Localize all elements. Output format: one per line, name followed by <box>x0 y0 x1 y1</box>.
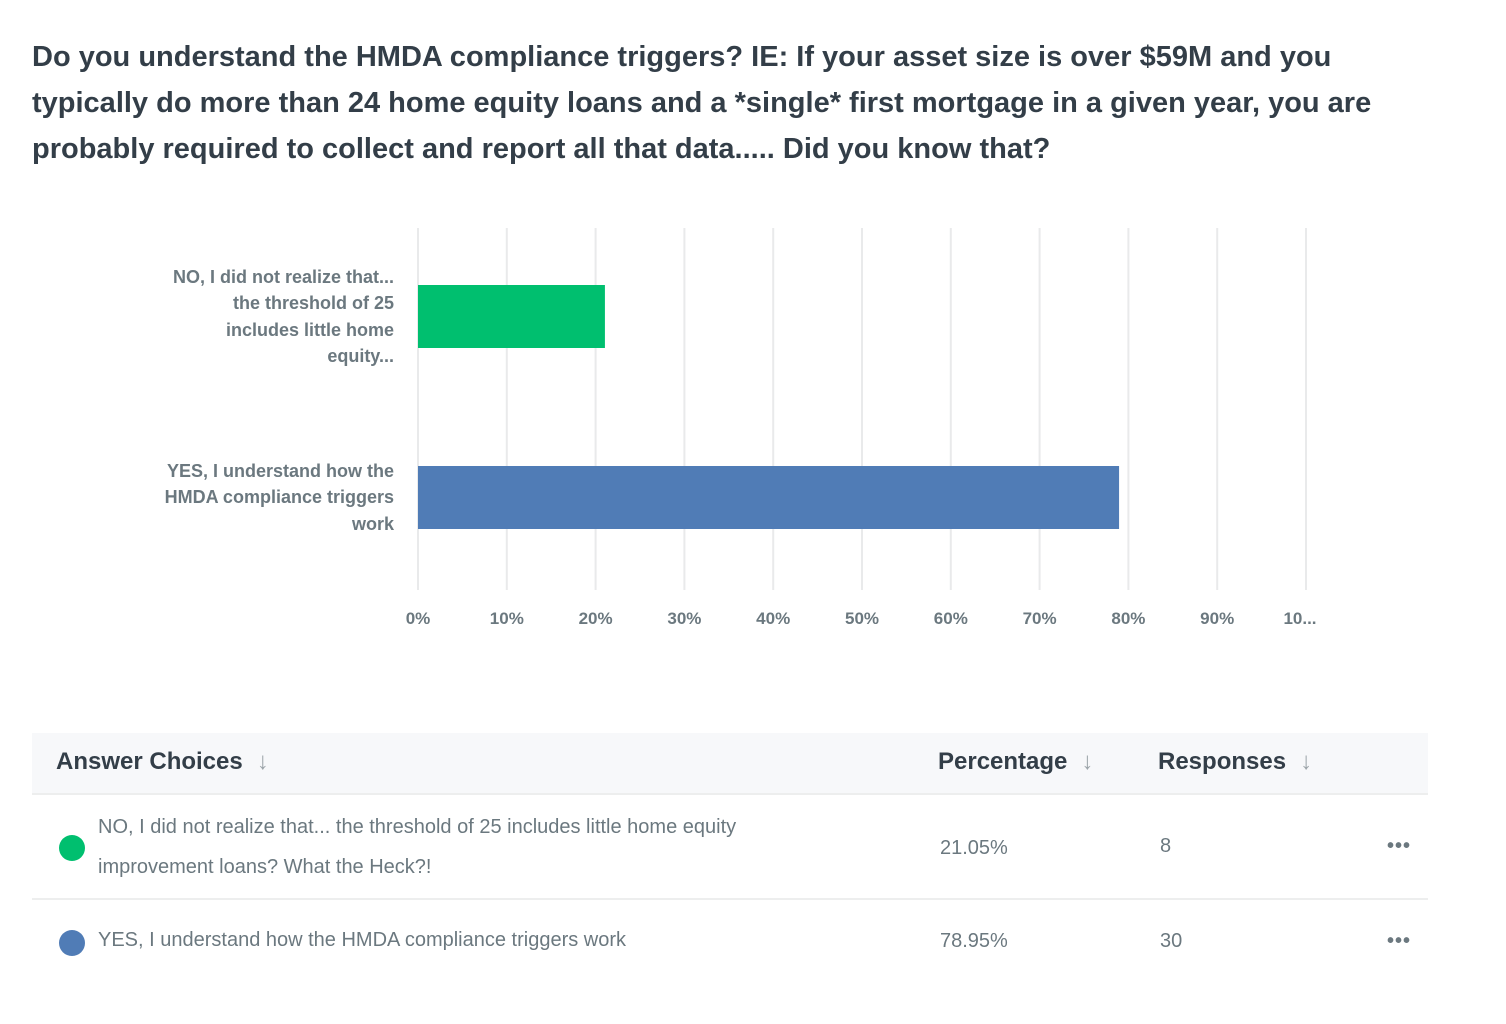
header-label: Responses <box>1158 748 1287 775</box>
answer-table: Answer Choices ↓ Percentage ↓ Responses ↓ N… <box>32 733 1428 988</box>
sort-arrow-icon[interactable]: ↓ <box>1300 748 1313 775</box>
bar-0[interactable] <box>418 285 605 348</box>
x-tick-label: 30% <box>667 609 701 628</box>
category-label-line: HMDA compliance triggers <box>164 487 394 508</box>
green-dot-icon <box>59 835 85 861</box>
x-tick-label: 10% <box>490 609 524 628</box>
sort-arrow-icon[interactable]: ↓ <box>1081 748 1094 775</box>
blue-dot-icon <box>59 930 85 956</box>
header-label: Percentage <box>938 748 1068 775</box>
more-options-icon[interactable]: ••• <box>1387 930 1412 952</box>
question-title: Do you understand the HMDA compliance tr… <box>32 41 1372 165</box>
responses-value: 8 <box>1160 835 1172 857</box>
x-tick-label: 20% <box>579 609 613 628</box>
header-label: Answer Choices <box>56 748 243 775</box>
header-percentage[interactable]: Percentage ↓ <box>938 748 1093 776</box>
x-tick-label: 0% <box>406 609 431 628</box>
header-responses[interactable]: Responses ↓ <box>1158 748 1312 776</box>
more-options-icon[interactable]: ••• <box>1387 835 1412 857</box>
responses-value: 30 <box>1160 930 1183 952</box>
header-answer-choices[interactable]: Answer Choices ↓ <box>56 748 269 776</box>
table-row: NO, I did not realize that... the thresh… <box>32 795 1428 900</box>
category-label-line: YES, I understand how the <box>166 460 394 481</box>
percentage-value: 21.05% <box>940 837 1008 859</box>
x-tick-label: 80% <box>1111 609 1145 628</box>
category-label: YES, I understand how the HMDA compliance… <box>144 458 394 538</box>
choice-text: YES, I understand how the HMDA complianc… <box>98 929 627 951</box>
table-row: YES, I understand how the HMDA complianc… <box>32 900 1428 988</box>
percentage-value: 78.95% <box>940 930 1008 952</box>
category-label-line: includes little home <box>225 319 394 340</box>
category-label-line: NO, I did not realize that... <box>172 266 394 287</box>
category-label-line: equity... <box>327 346 394 366</box>
category-label-line: work <box>351 513 394 534</box>
category-label-line: the threshold of 25 <box>232 293 394 313</box>
sort-arrow-icon[interactable]: ↓ <box>256 748 269 775</box>
table-header: Answer Choices ↓ Percentage ↓ Responses ↓ <box>32 733 1428 795</box>
x-tick-label: 50% <box>845 609 879 628</box>
x-tick-label: 40% <box>756 609 790 628</box>
choice-text: NO, I did not realize that... the thresh… <box>98 816 737 878</box>
bar-1[interactable] <box>418 466 1120 529</box>
x-tick-label: 90% <box>1200 609 1234 628</box>
category-label: NO, I did not realize that... the thresho… <box>144 264 394 370</box>
x-tick-label: 60% <box>934 609 968 628</box>
x-tick-label: 70% <box>1023 609 1057 628</box>
x-tick-label: 10... <box>1283 609 1316 628</box>
bar-chart: 0% 10% 20% 30% 40% 50% 60% 70% 80% 90% 10... <box>406 228 1317 628</box>
